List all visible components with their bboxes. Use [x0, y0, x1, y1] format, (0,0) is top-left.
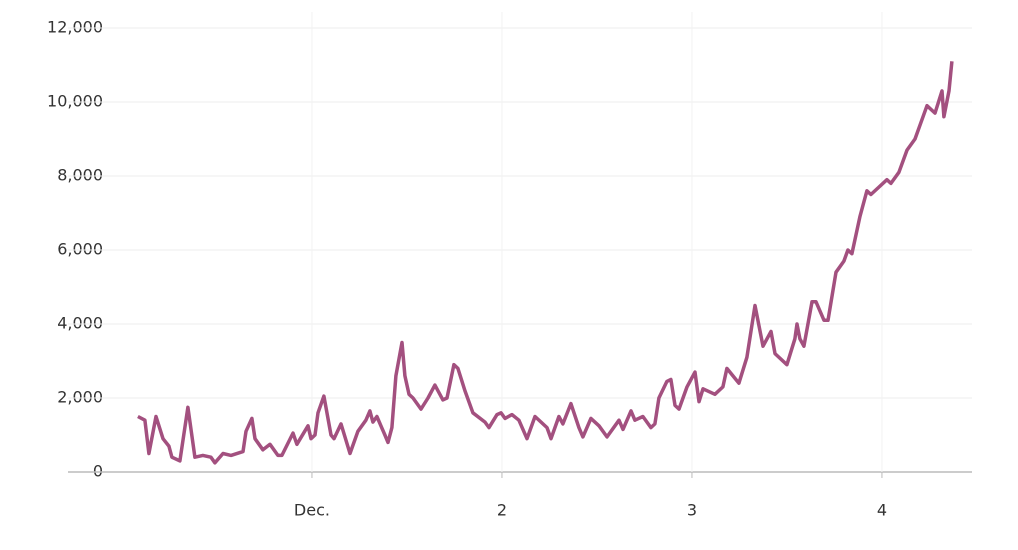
y-tick-label: 8,000 — [57, 166, 103, 185]
x-tick-label: 2 — [497, 501, 507, 520]
x-tick-label: 3 — [687, 501, 697, 520]
line — [137, 61, 954, 465]
y-tick-label: 10,000 — [47, 92, 103, 111]
y-tick-label: 2,000 — [57, 388, 103, 407]
y-tick-label: 6,000 — [57, 240, 103, 259]
y-tick-label: 4,000 — [57, 314, 103, 333]
y-tick-label: 0 — [93, 462, 103, 481]
y-tick-label: 12,000 — [47, 18, 103, 37]
x-tick-label: 4 — [877, 501, 887, 520]
x-tick-label: Dec. — [294, 501, 330, 520]
